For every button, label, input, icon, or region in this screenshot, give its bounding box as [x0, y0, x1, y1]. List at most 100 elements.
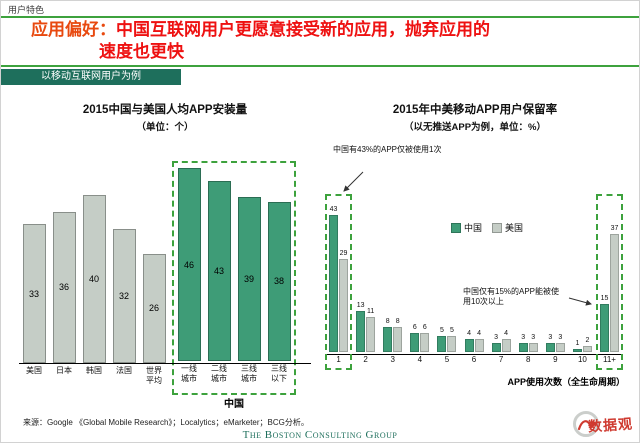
category-label: 7 [498, 355, 504, 365]
china-group-label: 中国 [224, 399, 244, 410]
bar [366, 316, 376, 353]
bar-stack: 37 [609, 224, 619, 353]
bar-value: 4 [467, 330, 471, 338]
bar-area: 36 [49, 163, 79, 363]
bar-stack: 11 [366, 308, 376, 353]
bar-value: 5 [439, 327, 444, 335]
bar: 36 [52, 211, 76, 363]
bar-value: 3 [494, 333, 499, 341]
category-label: 二线城市 [211, 364, 227, 384]
bar-value: 46 [183, 259, 194, 270]
bar-stack: 3 [545, 334, 555, 353]
chart-app-install-count: 2015中国与美国人均APP安装量 （单位：个） 33 美国 36 日本 40 韩国 32 法… [15, 101, 315, 413]
bar [447, 336, 457, 353]
bar [410, 332, 420, 353]
category-label: 法国 [116, 366, 132, 375]
bar-value: 26 [148, 303, 159, 314]
annotation-used-once: 中国有43%的APP仅被使用1次 [333, 145, 442, 154]
bar [555, 342, 565, 353]
bar-value: 4 [477, 330, 481, 338]
bar-group: 13 11 2 [352, 204, 379, 369]
x-axis-line [325, 354, 623, 355]
x-axis-line [19, 363, 311, 364]
bar-stack: 3 [555, 334, 565, 353]
bar-value: 29 [339, 250, 348, 258]
bar-area: 46 [174, 163, 204, 362]
subtitle-banner: 以移动互联网用户为例 [1, 69, 181, 85]
bar-stack: 8 [383, 317, 393, 353]
bar-value: 8 [385, 317, 390, 325]
bar-stack: 4 [474, 330, 484, 353]
category-label: 8 [525, 355, 531, 365]
bar-value: 15 [600, 295, 609, 303]
bar [356, 310, 366, 353]
bar-value: 1 [575, 339, 580, 347]
bar-column: 43 二线城市 [204, 163, 234, 393]
stamp-text: 数据观 [587, 415, 634, 435]
bar [609, 233, 619, 353]
bar [464, 339, 474, 353]
bar-value: 39 [243, 274, 254, 285]
category-label: 日本 [56, 366, 72, 375]
chart2-subtitle: （以无推送APP为例，单位：%） [404, 122, 546, 133]
bar-area: 38 [264, 163, 294, 362]
category-label: 韩国 [86, 366, 102, 375]
bar [518, 342, 528, 353]
bar [393, 326, 403, 353]
bar-column: 46 一线城市 [174, 163, 204, 393]
bar-value: 8 [395, 317, 400, 325]
bar-area: 32 [109, 163, 139, 363]
bar-group: 15 37 11+ [595, 194, 624, 370]
bar-stack: 4 [501, 330, 511, 353]
bar-stack: 3 [518, 333, 528, 353]
bar-value: 43 [213, 265, 224, 276]
eyebrow-label: 用户特色 [8, 5, 45, 15]
bar-column: 40 韩国 [79, 163, 109, 395]
bar-column: 32 法国 [109, 163, 139, 395]
bar-stack: 6 [420, 323, 430, 353]
bar-value: 3 [521, 333, 526, 341]
bar [582, 345, 592, 353]
bar-stack: 4 [464, 330, 474, 353]
bar-value: 3 [531, 333, 536, 341]
bar [501, 339, 511, 353]
bar-stack: 1 [572, 339, 582, 353]
bar: 39 [237, 197, 261, 362]
legend-item: 美国 [492, 221, 523, 234]
chart1-title: 2015中国与美国人均APP安装量 [82, 104, 248, 116]
bar-group: 1 2 10 [569, 204, 596, 369]
category-label: 6 [471, 355, 477, 365]
title-divider [1, 65, 639, 67]
category-label: 三线以下 [271, 364, 287, 384]
category-label: 3 [390, 355, 395, 365]
bar: 33 [22, 224, 46, 363]
bar-stack: 29 [339, 250, 349, 353]
bar-value: 6 [422, 323, 427, 331]
bar-stack: 15 [599, 295, 609, 353]
bar-value: 37 [610, 224, 619, 232]
bar [545, 342, 555, 353]
category-label: 9 [553, 355, 558, 365]
bar-value: 36 [58, 282, 69, 293]
category-label: 1 [336, 355, 341, 365]
chart2-title: 2015年中美移动APP用户保留率 [392, 104, 558, 116]
bar-column: 36 日本 [49, 163, 79, 395]
annotation-ten-plus: 中国仅有15%的APP能被使用10次以上 [463, 287, 560, 307]
bar-value: 33 [28, 288, 39, 299]
annotation-arrow-1 [343, 171, 364, 192]
stamp-mark-icon [577, 420, 597, 431]
bar-area: 39 [234, 163, 264, 362]
bar-stack: 43 [329, 206, 339, 353]
bar-value: 38 [273, 276, 284, 287]
title-prefix: 应用偏好： [31, 20, 116, 39]
bar: 46 [177, 168, 201, 362]
chart2-legend: 中国 美国 [451, 221, 523, 234]
bar-area: 33 [19, 163, 49, 363]
